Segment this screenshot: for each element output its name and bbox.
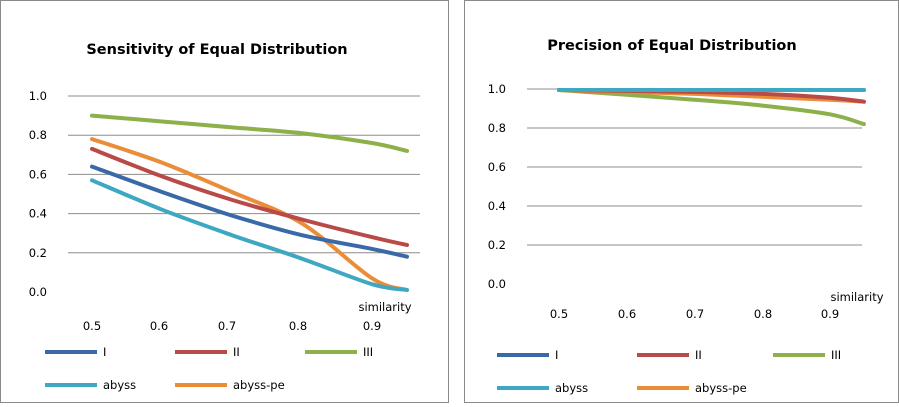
series-line-I <box>90 164 409 259</box>
y-tick-label: 0.0 <box>488 277 506 291</box>
chart-title: Sensitivity of Equal Distribution <box>86 42 347 58</box>
x-tick-label: 0.5 <box>83 319 101 333</box>
x-tick-label: 0.8 <box>289 319 307 333</box>
chart-panel-2: Precision of Equal Distribution 0.0 0.2 0.4… <box>464 0 899 403</box>
y-tick-label: 0.4 <box>29 207 47 221</box>
legend-label-III: III <box>363 345 373 359</box>
y-tick-label: 0.6 <box>488 160 506 174</box>
y-tick-label: 0.6 <box>29 167 47 181</box>
y-tick-label: 0.8 <box>29 128 47 142</box>
y-tick-label: 0.4 <box>488 199 506 213</box>
legend-label-II: II <box>233 345 240 359</box>
legend-label-III: III <box>831 348 841 362</box>
legend-label-abyss-pe: abyss-pe <box>695 381 747 395</box>
legend-item-I: I <box>45 345 106 359</box>
legend-label-II: II <box>695 348 702 362</box>
legend-item-II: II <box>175 345 240 359</box>
series-line-III <box>557 88 866 127</box>
legend-label-abyss-pe: abyss-pe <box>233 378 285 392</box>
legend-label-abyss: abyss <box>555 381 588 395</box>
x-tick-label: 0.7 <box>686 307 704 321</box>
chart-panel-1: Sensitivity of Equal Distribution 0.0 0.2 0… <box>0 0 449 403</box>
legend-item-abyss-pe: abyss-pe <box>637 381 747 395</box>
legend-label-I: I <box>555 348 558 362</box>
x-tick-label: 0.9 <box>363 319 381 333</box>
series-line-abyss <box>90 178 409 292</box>
series-line-II <box>90 146 409 247</box>
chart-frame <box>464 0 899 403</box>
x-axis-label: similarity <box>830 290 883 304</box>
legend-label-abyss: abyss <box>103 378 136 392</box>
x-tick-label: 0.9 <box>821 307 839 321</box>
y-tick-label: 0.0 <box>29 285 47 299</box>
legend-item-abyss: abyss <box>497 381 588 395</box>
legend-item-abyss: abyss <box>45 378 136 392</box>
chart-frame <box>0 0 449 403</box>
x-axis-label: similarity <box>358 300 411 314</box>
y-tick-label: 0.2 <box>488 238 506 252</box>
x-tick-label: 0.6 <box>150 319 168 333</box>
x-tick-label: 0.7 <box>218 319 236 333</box>
legend-item-abyss-pe: abyss-pe <box>175 378 285 392</box>
legend-item-II: II <box>637 348 702 362</box>
y-tick-label: 0.8 <box>488 121 506 135</box>
series-line-III <box>90 113 409 153</box>
legend-item-III: III <box>773 348 841 362</box>
x-tick-label: 0.6 <box>618 307 636 321</box>
x-tick-label: 0.8 <box>754 307 772 321</box>
chart-title: Precision of Equal Distribution <box>547 38 796 54</box>
legend-label-I: I <box>103 345 106 359</box>
legend-item-III: III <box>305 345 373 359</box>
legend-item-I: I <box>497 348 558 362</box>
y-tick-label: 1.0 <box>29 89 47 103</box>
series-line-abyss-pe <box>90 137 409 292</box>
x-tick-label: 0.5 <box>550 307 568 321</box>
y-tick-label: 1.0 <box>488 82 506 96</box>
y-tick-label: 0.2 <box>29 246 47 260</box>
